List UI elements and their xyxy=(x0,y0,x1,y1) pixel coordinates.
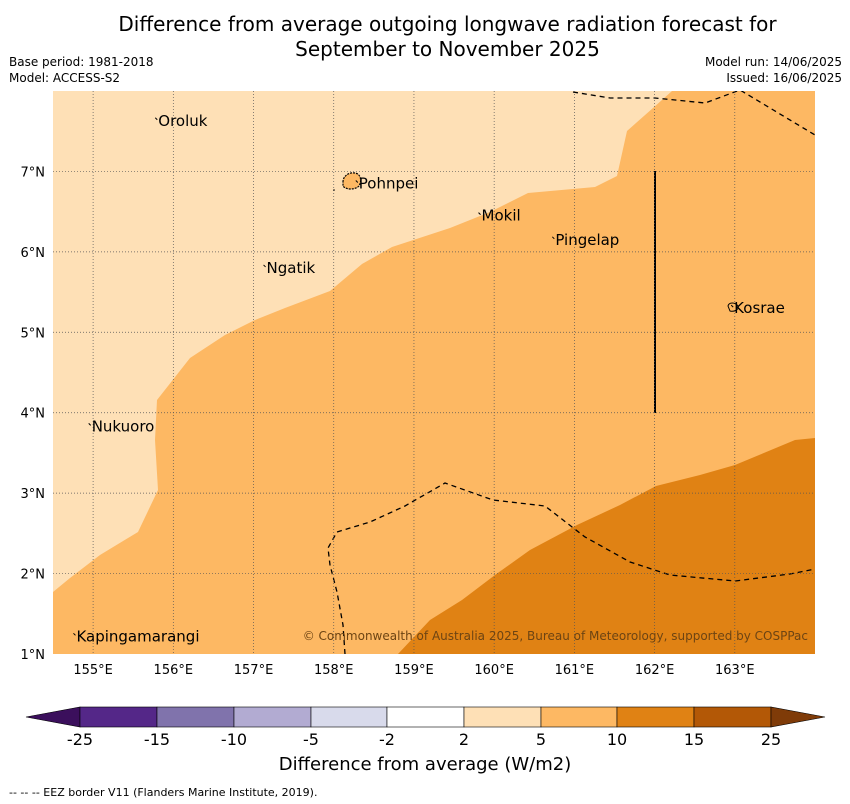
island-mark xyxy=(88,423,92,426)
longitude-tick-label: 162°E xyxy=(635,663,675,678)
ant-atoll-mark xyxy=(333,189,335,191)
place-label: Nukuoro xyxy=(92,417,155,435)
island-mark xyxy=(355,180,359,183)
longitude-tick-label: 156°E xyxy=(154,663,194,678)
issued-text: Issued: 16/06/2025 xyxy=(726,71,842,85)
pohnpei-island xyxy=(342,172,362,190)
title-line-2: September to November 2025 xyxy=(295,37,600,61)
map-area xyxy=(53,91,815,654)
latitude-tick-label: 2°N xyxy=(21,568,46,583)
island-mark xyxy=(263,264,266,268)
colorbar-segment xyxy=(616,706,695,728)
latitude-tick-label: 4°N xyxy=(21,407,46,422)
latitude-tick-label: 3°N xyxy=(21,487,46,502)
colorbar-segment xyxy=(79,706,158,728)
colorbar-high-arrow xyxy=(770,706,826,728)
latitude-tick-label: 5°N xyxy=(21,326,46,341)
island-mark xyxy=(730,304,734,308)
colorbar-title: Difference from average (W/m2) xyxy=(278,754,572,775)
colorbar-labels: -25 -15 -10 -5 -2 2 5 10 15 25 xyxy=(67,730,781,749)
latitude-tick-label: 6°N xyxy=(21,246,46,261)
colorbar-segment xyxy=(463,706,542,728)
colorbar-tick-label: -5 xyxy=(303,730,319,749)
island-mark xyxy=(154,117,158,121)
place-labels: Oroluk Pohnpei Mokil Pingelap Ngatik Kosrae Nu… xyxy=(73,112,785,645)
colorbar-tick-label: 10 xyxy=(607,730,627,749)
place-label: Kapingamarangi xyxy=(76,627,199,645)
colorbar-segment xyxy=(233,706,312,728)
longitude-tick-label: 161°E xyxy=(555,663,595,678)
island-mark xyxy=(73,632,76,636)
place-label: Kosrae xyxy=(734,299,785,317)
place-label: Pingelap xyxy=(555,231,619,249)
colorbar-tick-label: -2 xyxy=(379,730,395,749)
longitude-tick-label: 163°E xyxy=(715,663,755,678)
longitude-tick-label: 157°E xyxy=(234,663,274,678)
place-label: Mokil xyxy=(482,207,521,225)
latitude-tick-label: 1°N xyxy=(21,648,46,663)
island-mark xyxy=(551,236,555,240)
map-title: Difference from average outgoing longwav… xyxy=(0,12,850,62)
model-text: Model: ACCESS-S2 xyxy=(9,71,121,85)
colorbar-tick-label: -15 xyxy=(144,730,170,749)
longitude-tick-label: 159°E xyxy=(394,663,434,678)
island-mark xyxy=(478,212,481,216)
longitude-tick-label: 160°E xyxy=(474,663,514,678)
colorbar-segment xyxy=(310,706,388,728)
gridlines xyxy=(53,91,815,654)
title-line-1: Difference from average outgoing longwav… xyxy=(118,12,777,36)
colorbar-tick-label: 25 xyxy=(761,730,781,749)
colorbar-low-arrow xyxy=(25,706,81,728)
band-10-15 xyxy=(398,438,815,654)
eez-footnote: -- -- -- EEZ border V11 (Flanders Marine… xyxy=(9,786,318,799)
longitude-tick-label: 158°E xyxy=(314,663,354,678)
colorbar-segment xyxy=(540,706,618,728)
place-label: Pohnpei xyxy=(359,174,419,192)
longitude-tick-labels: 155°E 156°E 157°E 158°E 159°E 160°E 161°E 162°E… xyxy=(73,663,754,678)
latitude-tick-label: 7°N xyxy=(21,165,46,180)
place-label: Oroluk xyxy=(158,112,207,130)
colorbar-segment xyxy=(156,706,235,728)
copyright-text: © Commonwealth of Australia 2025, Bureau… xyxy=(303,629,808,643)
latitude-tick-labels: 1°N 2°N 3°N 4°N 5°N 6°N 7°N xyxy=(21,165,46,663)
colorbar-tick-label: -10 xyxy=(221,730,247,749)
eez-borders xyxy=(327,91,815,654)
colorbar-tick-label: 2 xyxy=(459,730,469,749)
base-period-text: Base period: 1981-2018 xyxy=(9,55,154,69)
place-label: Ngatik xyxy=(267,259,316,277)
colorbar-segment xyxy=(386,706,465,728)
colorbar-tick-label: 15 xyxy=(684,730,704,749)
colorbar-segment xyxy=(693,706,772,728)
colorbar-tick-label: 5 xyxy=(536,730,546,749)
colorbar-tick-label: -25 xyxy=(67,730,93,749)
model-run-text: Model run: 14/06/2025 xyxy=(704,55,842,69)
longitude-tick-label: 155°E xyxy=(73,663,113,678)
colorbar xyxy=(25,706,826,728)
